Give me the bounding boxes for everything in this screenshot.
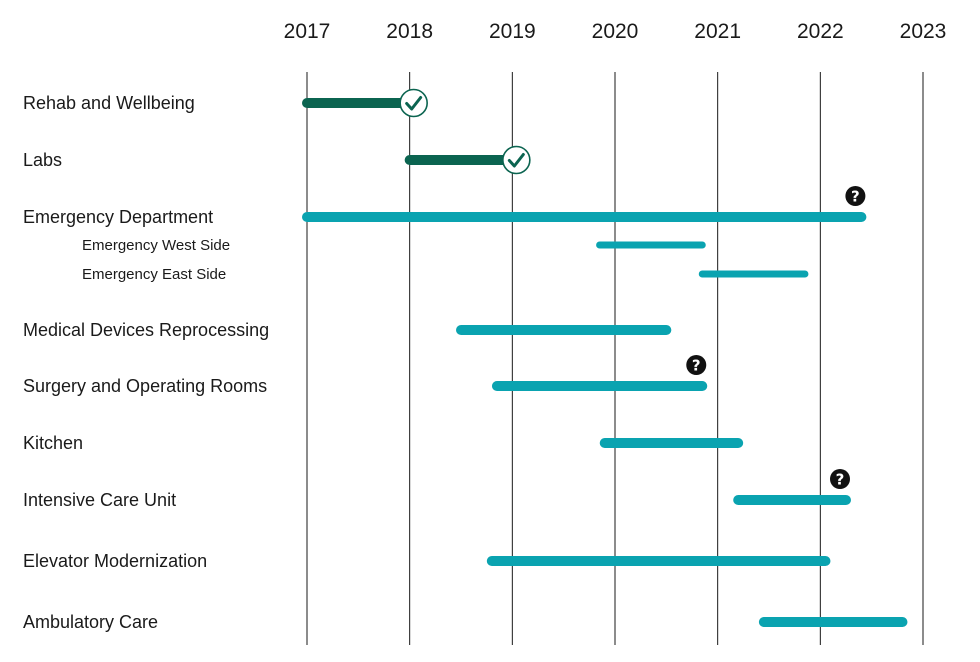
x-tick-label: 2023 — [900, 20, 947, 43]
question-circle-icon: ? — [686, 355, 707, 375]
x-tick-label: 2022 — [797, 20, 844, 43]
task-labels: Rehab and Wellbeing Labs Emergency Departm… — [23, 93, 269, 632]
task-label: Elevator Modernization — [23, 551, 207, 571]
task-label: Medical Devices Reprocessing — [23, 320, 269, 340]
task-label: Kitchen — [23, 433, 83, 453]
x-tick-label: 2019 — [489, 20, 536, 43]
question-circle-icon: ? — [845, 186, 866, 206]
task-label: Rehab and Wellbeing — [23, 93, 195, 113]
x-tick-label: 2018 — [386, 20, 433, 43]
task-label: Emergency Department — [23, 207, 213, 227]
x-tick-label: 2017 — [284, 20, 331, 43]
task-bars — [302, 98, 908, 627]
task-label: Intensive Care Unit — [23, 490, 176, 510]
check-circle-icon — [399, 88, 428, 118]
x-tick-label: 2020 — [592, 20, 639, 43]
svg-text:?: ? — [692, 357, 701, 375]
task-markers: ??? — [399, 88, 866, 489]
check-circle-icon — [502, 145, 531, 175]
subtask-label: Emergency West Side — [82, 237, 230, 254]
x-tick-label: 2021 — [694, 20, 741, 43]
x-axis-ticks: 2017 2018 2019 2020 2021 2022 2023 — [284, 20, 947, 43]
svg-text:?: ? — [836, 471, 845, 489]
subtask-label: Emergency East Side — [82, 266, 226, 283]
question-circle-icon: ? — [830, 469, 850, 489]
task-label: Surgery and Operating Rooms — [23, 376, 267, 396]
task-label: Ambulatory Care — [23, 612, 158, 632]
svg-text:?: ? — [851, 188, 860, 206]
task-label: Labs — [23, 150, 62, 170]
